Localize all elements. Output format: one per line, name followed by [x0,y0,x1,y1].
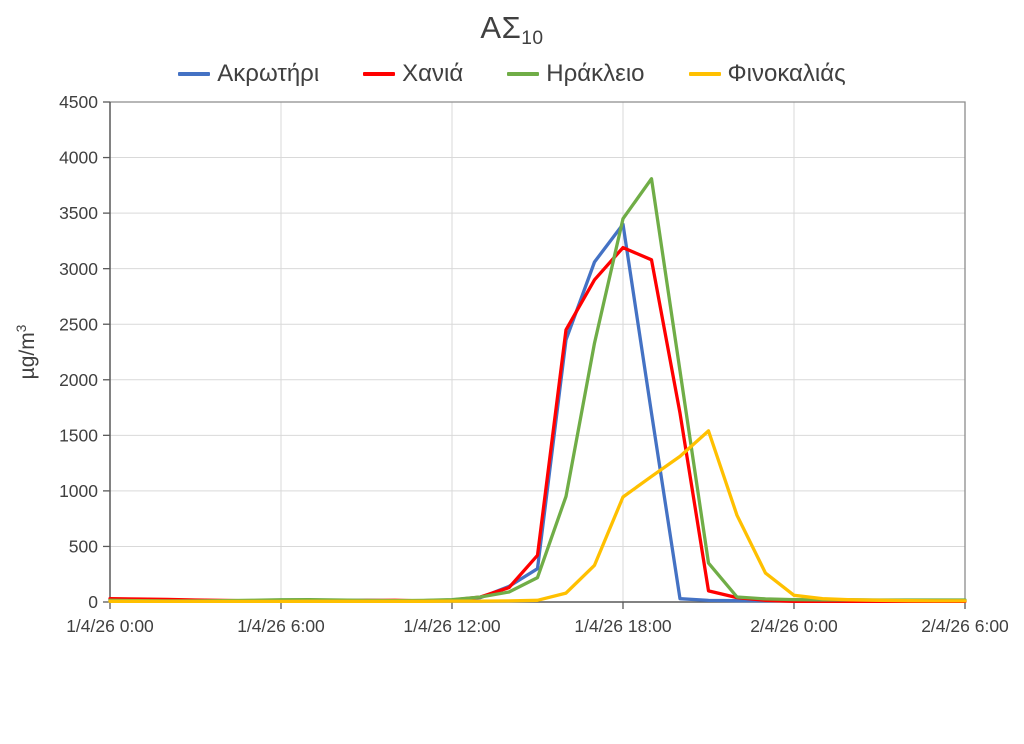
legend-label: Φινοκαλιάς [727,60,846,87]
legend-swatch-icon [178,72,211,76]
legend-swatch-icon [507,72,540,76]
x-axis-tick-label: 1/4/26 6:00 [237,616,325,636]
y-axis-tick-label: 2000 [59,370,98,390]
legend-label: Ακρωτήρι [217,60,320,87]
legend-swatch-icon [363,72,396,76]
x-axis-tick-label: 2/4/26 6:00 [921,616,1009,636]
x-axis-tick-label: 1/4/26 12:00 [403,616,501,636]
legend-item-0: Ακρωτήρι [178,62,319,86]
y-axis-tick-label: 4000 [59,148,98,168]
y-axis-tick-label: 3000 [59,259,98,279]
y-axis-title: µg/m3 [14,287,44,417]
series-line-2 [108,177,967,603]
chart-title-subscript: 10 [521,27,544,49]
x-axis-tick-label: 1/4/26 18:00 [574,616,672,636]
legend: Ακρωτήρι Χανιά Ηράκλειο Φινοκαλιάς [0,56,1024,92]
y-axis-tick-label: 1500 [59,425,98,445]
legend-label: Χανιά [402,60,464,87]
y-axis-tick-label: 1000 [59,481,98,501]
legend-item-3: Φινοκαλιάς [688,60,846,87]
y-axis-title-text: µg/m [16,332,39,380]
y-axis-title-exponent: 3 [14,324,29,333]
legend-label: Ηράκλειο [546,60,645,87]
chart-title: ΑΣ10 [0,10,1024,50]
plot-border [110,101,966,602]
series-line-1 [108,245,967,604]
x-axis-tick-label: 1/4/26 0:00 [66,616,154,636]
y-axis-tick-label: 3500 [59,203,98,223]
y-axis-tick-label: 500 [69,537,98,557]
chart-title-main: ΑΣ [480,10,522,45]
y-axis-tick-label: 4500 [59,92,98,112]
y-axis-tick-label: 2500 [59,314,98,334]
legend-item-2: Ηράκλειο [507,60,645,87]
legend-item-1: Χανιά [363,62,463,86]
y-axis-tick-label: 0 [88,592,98,612]
legend-swatch-icon [688,72,721,76]
x-axis-tick-label: 2/4/26 0:00 [750,616,838,636]
series-line-3 [108,429,967,604]
